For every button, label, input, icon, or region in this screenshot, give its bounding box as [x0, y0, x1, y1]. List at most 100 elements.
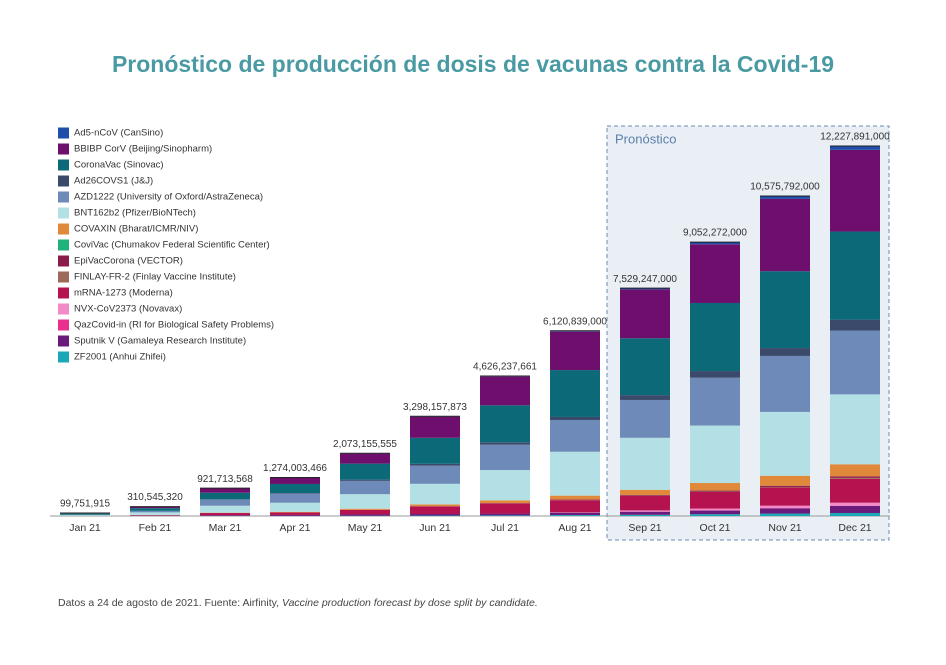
bar-segment — [690, 377, 740, 426]
bar-segment — [270, 483, 320, 494]
x-tick-label: Oct 21 — [700, 522, 731, 534]
bar-segment — [830, 476, 880, 478]
total-label: 99,751,915 — [60, 499, 110, 510]
bar-segment — [340, 494, 390, 509]
x-tick-label: Jul 21 — [491, 522, 519, 534]
bar-segment — [550, 451, 600, 496]
bar-segment — [550, 370, 600, 417]
bar-segment — [410, 506, 460, 515]
bar-segment — [690, 491, 740, 509]
bar-segment — [760, 505, 810, 509]
total-label: 9,052,272,000 — [683, 228, 747, 239]
bar-segment — [830, 478, 880, 503]
bar-segment — [690, 514, 740, 516]
legend-label: Ad5-nCoV (CanSino) — [74, 128, 163, 139]
bar-segment — [620, 338, 670, 396]
legend-label: Sputnik V (Gamaleya Research Institute) — [74, 336, 246, 347]
legend-swatch — [58, 143, 69, 155]
bar-segment — [340, 509, 390, 515]
legend-label: COVAXIN (Bharat/ICMR/NIV) — [74, 224, 198, 235]
legend-swatch — [58, 319, 69, 331]
bar-segment — [620, 511, 670, 515]
bar-segment — [480, 405, 530, 443]
bar-segment — [620, 437, 670, 490]
bar-segment — [760, 348, 810, 356]
bar-segment — [550, 500, 600, 513]
bar-segment — [690, 244, 740, 303]
legend-label: NVX-CoV2373 (Novavax) — [74, 304, 182, 315]
x-tick-label: Feb 21 — [139, 522, 172, 534]
bar-segment — [830, 394, 880, 465]
bar-segment — [200, 513, 250, 516]
bar-segment — [130, 515, 180, 516]
bar-segment — [200, 505, 250, 513]
bar-segment — [690, 302, 740, 372]
legend-label: ZF2001 (Anhui Zhifei) — [74, 352, 166, 363]
total-label: 10,575,792,000 — [750, 182, 820, 193]
bar-segment — [270, 511, 320, 513]
bar-segment — [760, 508, 810, 514]
bar-segment — [410, 416, 460, 438]
bar-segment — [200, 515, 250, 516]
forecast-label: Pronóstico — [615, 131, 676, 146]
legend-label: mRNA-1273 (Moderna) — [74, 288, 173, 299]
bar-segment — [270, 502, 320, 512]
bar-segment — [620, 514, 670, 516]
bar-segment — [760, 198, 810, 272]
chart-title: Pronóstico de producción de dosis de vac… — [112, 51, 834, 77]
bar-segment — [550, 416, 600, 420]
bar-segment — [830, 319, 880, 331]
bar-segment — [410, 504, 460, 507]
x-tick-label: May 21 — [348, 522, 383, 534]
bar-segment — [270, 514, 320, 516]
bar-segment — [690, 510, 740, 515]
x-tick-label: Aug 21 — [558, 522, 591, 534]
legend-swatch — [58, 255, 69, 267]
bar-segment — [620, 395, 670, 400]
bar-segment — [480, 444, 530, 471]
total-label: 1,274,003,466 — [263, 463, 327, 474]
legend-swatch — [58, 127, 69, 139]
bar-segment — [410, 514, 460, 516]
bar-segment — [830, 464, 880, 477]
bar-segment — [480, 515, 530, 516]
legend-swatch — [58, 239, 69, 251]
total-label: 921,713,568 — [197, 474, 253, 485]
bar-segment — [830, 149, 880, 232]
legend-label: CoronaVac (Sinovac) — [74, 160, 164, 171]
x-tick-label: Jun 21 — [419, 522, 451, 534]
bar-segment — [760, 271, 810, 349]
legend-swatch — [58, 303, 69, 315]
bar-segment — [480, 470, 530, 501]
legend-label: CoviVac (Chumakov Federal Scientific Cen… — [74, 240, 270, 251]
bar-segment — [690, 508, 740, 511]
bar-segment — [690, 483, 740, 491]
bar-segment — [130, 508, 180, 511]
x-tick-label: Jan 21 — [69, 522, 101, 534]
legend-swatch — [58, 207, 69, 219]
bar-segment — [620, 288, 670, 290]
x-tick-label: Mar 21 — [209, 522, 242, 534]
x-tick-label: Apr 21 — [280, 522, 311, 534]
bar-segment — [550, 419, 600, 452]
bar-segment — [200, 488, 250, 493]
bar-segment — [340, 479, 390, 481]
bar-segment — [760, 486, 810, 488]
bar-segment — [550, 512, 600, 516]
bar-segment — [760, 411, 810, 476]
bar-segment — [620, 495, 670, 511]
bar-segment — [60, 513, 110, 515]
bar-segment — [830, 330, 880, 395]
bar-segment — [760, 355, 810, 412]
bar-segment — [760, 195, 810, 199]
bar-segment — [620, 510, 670, 512]
total-label: 6,120,839,000 — [543, 316, 607, 327]
legend-swatch — [58, 175, 69, 187]
bar-segment — [760, 487, 810, 506]
bar-segment — [480, 500, 530, 504]
legend-swatch — [58, 223, 69, 235]
bar-segment — [760, 485, 810, 487]
bar-segment — [60, 514, 110, 516]
bar-segment — [620, 494, 670, 496]
bar-segment — [410, 465, 460, 484]
